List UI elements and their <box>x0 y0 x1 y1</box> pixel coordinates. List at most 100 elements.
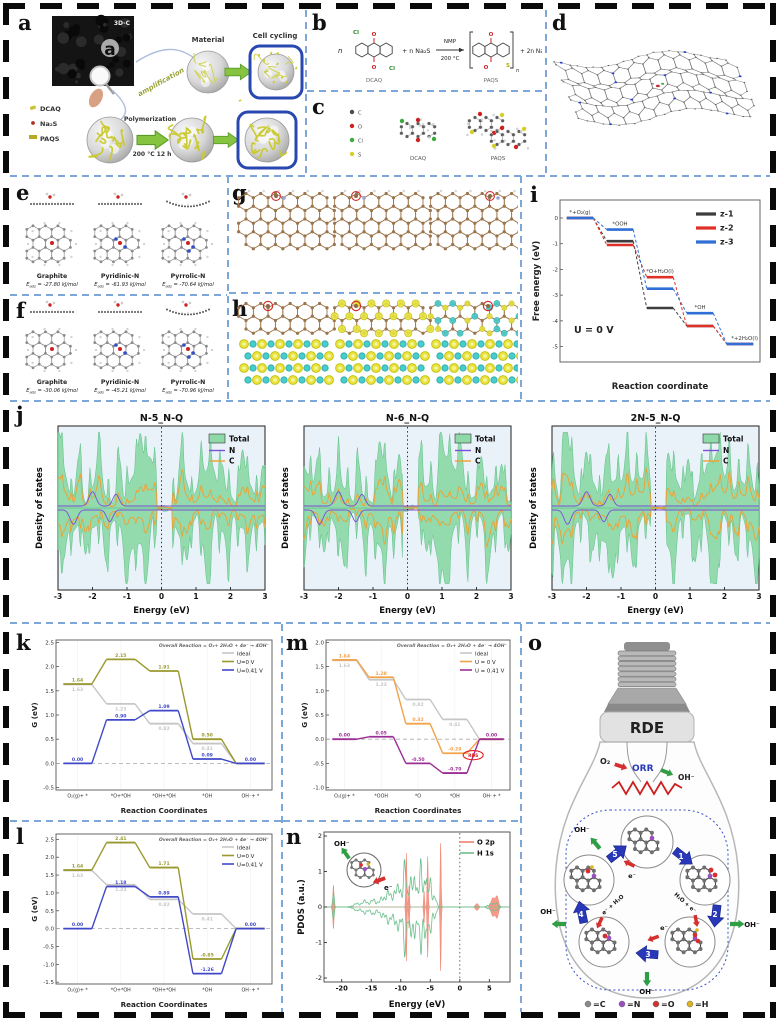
svg-text:2: 2 <box>712 910 717 919</box>
svg-text:Na₂S: Na₂S <box>40 120 58 128</box>
svg-text:1: 1 <box>678 852 683 861</box>
panel-divider <box>545 10 547 176</box>
panel-d-label: d <box>552 10 567 35</box>
svg-text:Energy (eV): Energy (eV) <box>627 606 684 616</box>
svg-text:z-1: z-1 <box>720 209 734 218</box>
svg-text:Total: Total <box>475 435 496 444</box>
free-energy-diagram-i: 0 -1 -2 -3 -4 -5 Reaction coordinate Free energ… <box>532 199 761 392</box>
svg-text:O₂(g)+ *: O₂(g)+ * <box>67 988 88 994</box>
svg-text:RDE: RDE <box>630 719 664 737</box>
svg-text:0: 0 <box>653 592 658 601</box>
svg-text:Energy (eV): Energy (eV) <box>389 1000 446 1010</box>
outer-border-left <box>3 3 9 1018</box>
svg-text:Eads = -27.80 kJ/mol: Eads = -27.80 kJ/mol <box>26 282 78 288</box>
svg-text:N: N <box>229 446 235 455</box>
svg-text:e⁻: e⁻ <box>660 924 668 932</box>
svg-text:H 1s: H 1s <box>477 849 494 857</box>
svg-text:0: 0 <box>555 216 559 222</box>
svg-text:OH⁻: OH⁻ <box>540 908 556 916</box>
svg-text:1.5: 1.5 <box>45 689 54 695</box>
svg-text:Ideal: Ideal <box>475 651 488 657</box>
svg-text:=H: =H <box>695 1000 708 1009</box>
svg-text:Eads = -45.21 kJ/mol: Eads = -45.21 kJ/mol <box>94 388 146 394</box>
svg-text:0.00: 0.00 <box>339 733 350 739</box>
svg-text:0.90: 0.90 <box>115 713 126 719</box>
panel-a-synthesis-scheme: 3D-C a amplification Material Cell cycling DC… <box>29 14 304 170</box>
panel-n-label: n <box>286 824 302 849</box>
svg-text:*O+*OH: *O+*OH <box>111 794 131 800</box>
panel-divider <box>520 176 522 400</box>
svg-text:*OH: *OH <box>202 794 212 800</box>
panel-l-label: l <box>16 824 24 849</box>
panel-divider <box>10 175 770 177</box>
svg-text:Material: Material <box>192 36 225 44</box>
svg-text:a: a <box>104 40 115 60</box>
panel-g-lattice-models <box>237 189 518 251</box>
svg-text:NMP: NMP <box>444 39 457 45</box>
svg-text:0.89: 0.89 <box>158 890 169 896</box>
svg-text:-1: -1 <box>316 939 322 947</box>
svg-text:0.82: 0.82 <box>158 726 169 732</box>
svg-text:1.5: 1.5 <box>315 665 324 671</box>
free-energy-diagram-l: -1.5 -1.0 -0.5 0.0 0.5 1.0 1.5 2.0 2.5 O₂(g)+ * *O… <box>30 833 273 1009</box>
svg-text:Free energy (eV): Free energy (eV) <box>532 241 542 322</box>
svg-text:N: N <box>723 446 729 455</box>
svg-text:1: 1 <box>439 592 444 601</box>
svg-text:0: 0 <box>159 592 164 601</box>
svg-text:Graphite: Graphite <box>37 273 67 280</box>
svg-text:RDS: RDS <box>468 753 478 759</box>
svg-text:1.64: 1.64 <box>72 678 83 684</box>
svg-text:Cl: Cl <box>353 30 359 36</box>
panel-divider <box>10 294 227 296</box>
svg-text:-1: -1 <box>617 592 625 601</box>
svg-text:2: 2 <box>228 592 233 601</box>
svg-text:O₂(g)+ *: O₂(g)+ * <box>334 794 355 800</box>
panel-divider <box>10 622 770 624</box>
svg-text:1.91: 1.91 <box>158 664 169 670</box>
svg-text:1: 1 <box>318 868 322 876</box>
svg-text:0.32: 0.32 <box>412 717 423 723</box>
svg-text:Pyrrolic-N: Pyrrolic-N <box>171 273 206 280</box>
panel-d-graphene-sheet <box>553 50 756 126</box>
panel-c-molecular-structures: C O Cl S DCAQ PAQS <box>349 109 530 162</box>
svg-text:U=0 V: U=0 V <box>237 854 255 860</box>
svg-text:C: C <box>358 111 362 117</box>
svg-text:-3: -3 <box>548 592 556 601</box>
svg-text:n: n <box>516 68 519 74</box>
svg-text:DCAQ: DCAQ <box>410 156 427 162</box>
outer-border-bottom <box>3 1012 776 1018</box>
svg-text:-15: -15 <box>365 985 378 993</box>
svg-text:1.63: 1.63 <box>72 873 83 879</box>
svg-text:2: 2 <box>722 592 727 601</box>
panel-k-label: k <box>16 630 31 655</box>
svg-text:U=0 V: U=0 V <box>237 660 255 666</box>
svg-text:0.05: 0.05 <box>376 730 387 736</box>
svg-text:0.09: 0.09 <box>202 753 213 759</box>
svg-text:1.64: 1.64 <box>339 653 350 659</box>
panel-e-adsorption-models: Graphite Eads = -27.80 kJ/mol Pyridinic-N E… <box>25 192 214 288</box>
svg-text:-4: -4 <box>553 319 559 325</box>
svg-text:*O: *O <box>415 794 421 800</box>
svg-text:2.0: 2.0 <box>315 640 324 646</box>
svg-text:0.41: 0.41 <box>202 917 213 923</box>
svg-text:ORR: ORR <box>632 764 654 774</box>
svg-text:1.63: 1.63 <box>339 663 350 669</box>
svg-text:-20: -20 <box>336 985 349 993</box>
svg-text:OH⁻: OH⁻ <box>334 840 350 848</box>
panel-g-label: g <box>232 180 247 205</box>
svg-text:O 2p: O 2p <box>477 838 495 846</box>
free-energy-diagram-k: -0.5 0.0 0.5 1.0 1.5 2.0 2.5 O₂(g)+ * *O+*OH *OH+… <box>30 639 273 815</box>
svg-text:0.0: 0.0 <box>45 927 54 933</box>
panel-b-reaction-scheme: n O O Cl Cl + n Na₂S NMP 200 °C O O Sn + 2n NaCl DCA… <box>338 30 542 84</box>
svg-text:O: O <box>372 65 377 71</box>
svg-text:Reaction Coordinates: Reaction Coordinates <box>121 806 208 815</box>
svg-text:5: 5 <box>487 985 492 993</box>
svg-text:Energy (eV): Energy (eV) <box>133 606 190 616</box>
svg-text:200 °C 12 h: 200 °C 12 h <box>133 151 172 158</box>
svg-text:DCAQ: DCAQ <box>366 78 383 84</box>
svg-text:*+2H₂O(l): *+2H₂O(l) <box>731 336 758 342</box>
svg-text:2.41: 2.41 <box>115 836 126 842</box>
